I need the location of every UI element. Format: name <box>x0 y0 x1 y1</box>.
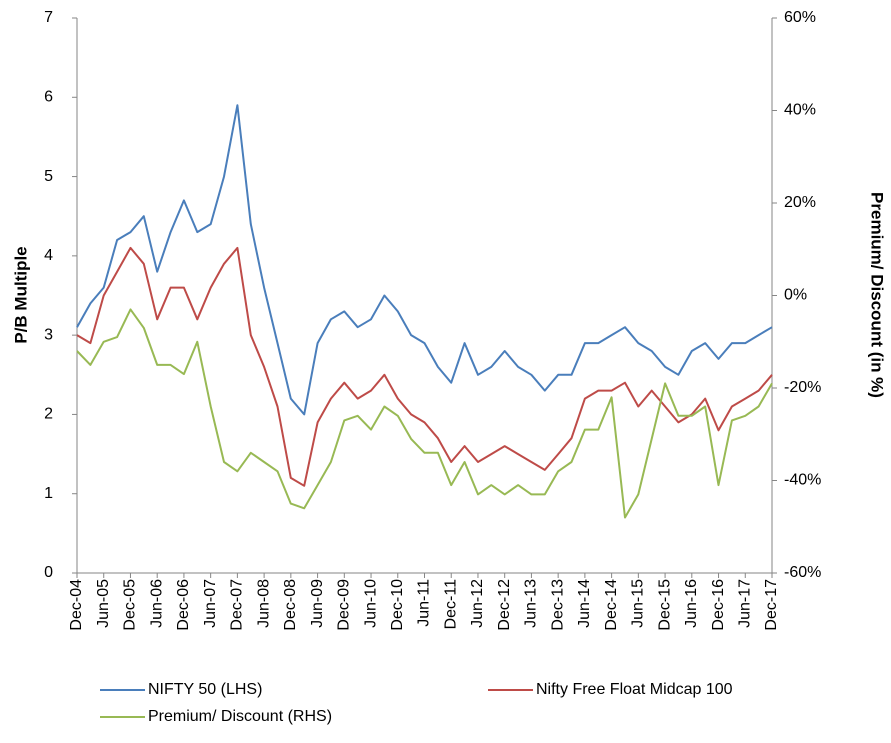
y-tick-label: 4 <box>44 247 53 264</box>
x-tick-label: Dec-09 <box>336 579 353 631</box>
legend-label: Nifty Free Float Midcap 100 <box>536 681 733 698</box>
x-tick-label: Dec-05 <box>122 579 139 631</box>
x-tick-label: Dec-07 <box>229 579 246 631</box>
y-tick-label: 5 <box>44 168 53 185</box>
x-tick-label: Jun-10 <box>362 579 379 628</box>
x-tick-label: Jun-12 <box>469 579 486 628</box>
x-tick-label: Dec-08 <box>282 579 299 631</box>
legend-label: NIFTY 50 (LHS) <box>148 681 262 698</box>
y-tick-label: 3 <box>44 326 53 343</box>
x-tick-label: Dec-17 <box>763 579 780 631</box>
x-tick-label: Jun-15 <box>630 579 647 628</box>
x-tick-label: Jun-17 <box>736 579 753 628</box>
x-tick-label: Jun-05 <box>95 579 112 628</box>
legend-label: Premium/ Discount (RHS) <box>148 708 332 725</box>
x-tick-label: Jun-14 <box>576 579 593 628</box>
y2-tick-label: 20% <box>784 194 816 211</box>
y-tick-label: 7 <box>44 9 53 26</box>
x-tick-label: Dec-11 <box>442 579 459 629</box>
x-tick-label: Jun-11 <box>416 579 433 627</box>
y2-tick-label: -60% <box>784 564 821 581</box>
y-tick-label: 6 <box>44 89 53 106</box>
x-tick-label: Jun-13 <box>523 579 540 628</box>
x-tick-label: Jun-08 <box>255 579 272 628</box>
x-tick-label: Jun-09 <box>309 579 326 628</box>
y2-tick-label: 60% <box>784 9 816 26</box>
x-tick-label: Jun-07 <box>202 579 219 628</box>
y2-tick-label: 0% <box>784 287 807 304</box>
y-tick-label: 2 <box>44 406 53 423</box>
y2-axis-title: Premium/ Discount (in %) <box>868 192 887 398</box>
series-line <box>76 246 773 487</box>
x-tick-label: Dec-04 <box>68 579 85 631</box>
x-tick-label: Jun-06 <box>148 579 165 628</box>
y-tick-label: 0 <box>44 564 53 581</box>
x-tick-label: Dec-10 <box>389 579 406 631</box>
x-tick-label: Dec-15 <box>656 579 673 631</box>
y-axis-title: P/B Multiple <box>11 246 30 343</box>
x-tick-label: Dec-14 <box>603 579 620 631</box>
y2-tick-label: -20% <box>784 379 821 396</box>
series-line <box>76 104 773 416</box>
y-tick-label: 1 <box>44 485 53 502</box>
y2-tick-label: 40% <box>784 102 816 119</box>
x-tick-label: Dec-16 <box>710 579 727 631</box>
x-tick-label: Dec-06 <box>175 579 192 631</box>
x-tick-label: Jun-16 <box>683 579 700 628</box>
x-tick-label: Dec-13 <box>549 579 566 631</box>
x-tick-label: Dec-12 <box>496 579 513 631</box>
series-line <box>76 308 773 519</box>
y2-tick-label: -40% <box>784 472 821 489</box>
